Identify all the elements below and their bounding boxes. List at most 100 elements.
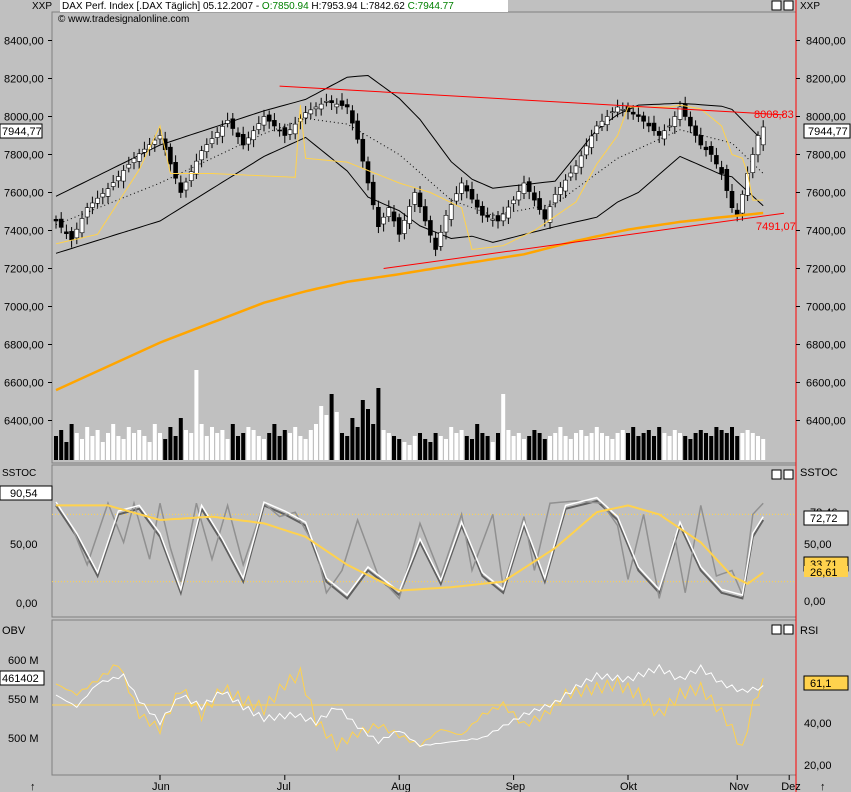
candle-body — [448, 204, 454, 220]
obv-restore-button[interactable] — [771, 624, 782, 635]
candle-body — [64, 231, 69, 234]
volume-bar — [433, 433, 438, 460]
candle-body — [412, 192, 418, 205]
candle-body — [168, 146, 173, 165]
sstoc-close-button[interactable] — [783, 469, 794, 480]
volume-bar — [256, 436, 261, 460]
candle-body — [599, 120, 605, 127]
price-tick-label-right: 6600,00 — [806, 378, 846, 390]
volume-bar — [750, 433, 755, 460]
current-price-left-badge — [0, 123, 43, 139]
sstoc-restore-button[interactable] — [771, 469, 782, 480]
volume-bar — [64, 442, 69, 460]
volume-bar — [69, 424, 74, 460]
volume-bar — [704, 433, 708, 460]
candle-body — [610, 111, 615, 114]
volume-bar — [329, 394, 334, 460]
volume-bar — [490, 442, 495, 460]
candle-body — [703, 146, 709, 151]
volume-bar — [111, 424, 116, 460]
volume-bar — [662, 433, 667, 460]
volume-bar — [386, 433, 391, 460]
sstoc-left-value: 90,54 — [10, 488, 38, 500]
volume-bar — [610, 439, 615, 460]
volume-bar — [558, 427, 563, 460]
price-tick-label-right: 6800,00 — [806, 340, 846, 352]
volume-bar — [158, 433, 162, 460]
candle-body — [292, 123, 298, 135]
candle-body — [698, 135, 704, 146]
volume-bar — [496, 433, 500, 460]
price-tick-label-right: 7600,00 — [806, 188, 846, 200]
volume-bar — [199, 424, 204, 460]
candle-body — [750, 154, 756, 173]
volume-bar — [355, 427, 360, 460]
candle-body — [188, 171, 194, 181]
candle-body — [95, 197, 100, 204]
candle-body — [256, 123, 262, 130]
volume-bar — [548, 436, 552, 460]
candle-body — [568, 172, 574, 178]
candle-body — [552, 194, 558, 204]
volume-bar — [428, 442, 433, 460]
month-label: Aug — [391, 781, 411, 792]
price-tick-label-left: 6800,00 — [4, 340, 44, 352]
volume-bar — [579, 430, 584, 460]
volume-bar — [345, 436, 350, 460]
current-price-left: 7944,77 — [2, 126, 42, 138]
volume-bar — [527, 436, 532, 460]
current-price-right-badge — [803, 123, 851, 139]
candle-body — [282, 127, 288, 136]
rsi-badge-box — [803, 675, 849, 691]
candle-body — [693, 125, 698, 136]
volume-bar — [636, 436, 641, 460]
volume-bar — [418, 433, 422, 460]
volume-bar — [116, 436, 121, 460]
volume-bar — [444, 439, 448, 460]
price-tick-label-left: 8000,00 — [4, 112, 44, 124]
volume-bar — [568, 439, 573, 460]
volume-bar — [594, 427, 599, 460]
candle-body — [261, 116, 267, 126]
candle-body — [724, 168, 730, 191]
scroll-up-arrow[interactable]: ↑ — [30, 781, 36, 792]
close-window-button[interactable] — [783, 0, 794, 11]
candle-body — [646, 122, 652, 127]
candle-body — [485, 214, 490, 218]
candle-body — [324, 101, 329, 103]
sstoc-title: SSTOC — [800, 467, 838, 479]
candle-body — [532, 192, 537, 201]
candle-body — [272, 120, 277, 127]
volume-bar — [626, 433, 630, 460]
candle-body — [277, 129, 282, 132]
candle-body — [209, 138, 215, 144]
rsi-tick-20: 20,00 — [804, 760, 832, 772]
volume-bar — [230, 424, 235, 460]
candle-body — [682, 104, 688, 117]
volume-bar — [407, 445, 412, 460]
rsi-line — [55, 664, 764, 752]
month-label: Dez — [781, 781, 801, 792]
rsi-title: RSI — [800, 625, 818, 637]
candle-body — [760, 126, 766, 146]
candle-body — [521, 182, 527, 194]
volume-bar — [173, 436, 178, 460]
volume-bar — [350, 418, 355, 460]
scroll-up-arrow-right[interactable]: ↑ — [820, 781, 826, 792]
volume-bar — [423, 439, 428, 460]
sstoc-fast-line — [55, 500, 764, 600]
volume-bar — [168, 427, 173, 460]
restore-window-button[interactable] — [771, 0, 782, 11]
obv-close-button[interactable] — [783, 624, 794, 635]
candle-body — [235, 132, 241, 138]
header-title-bg — [60, 0, 508, 12]
month-label: Sep — [506, 781, 526, 792]
volume-bar — [189, 433, 194, 460]
volume-bar — [459, 430, 464, 460]
volume-bar — [241, 433, 246, 460]
candle-body — [178, 182, 184, 193]
volume-bar — [137, 430, 142, 460]
candle-body — [329, 100, 334, 104]
candle-body — [506, 206, 511, 219]
sstoc-left-badge — [0, 485, 53, 501]
